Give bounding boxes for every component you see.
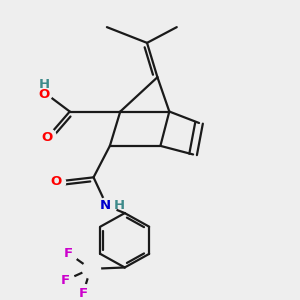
Text: N: N	[100, 200, 111, 212]
Text: H: H	[39, 78, 50, 91]
Text: O: O	[42, 131, 53, 144]
Text: O: O	[51, 175, 62, 188]
Text: H: H	[114, 200, 125, 212]
Text: F: F	[64, 247, 73, 260]
Text: O: O	[39, 88, 50, 101]
Text: F: F	[79, 287, 88, 300]
Text: F: F	[61, 274, 70, 287]
